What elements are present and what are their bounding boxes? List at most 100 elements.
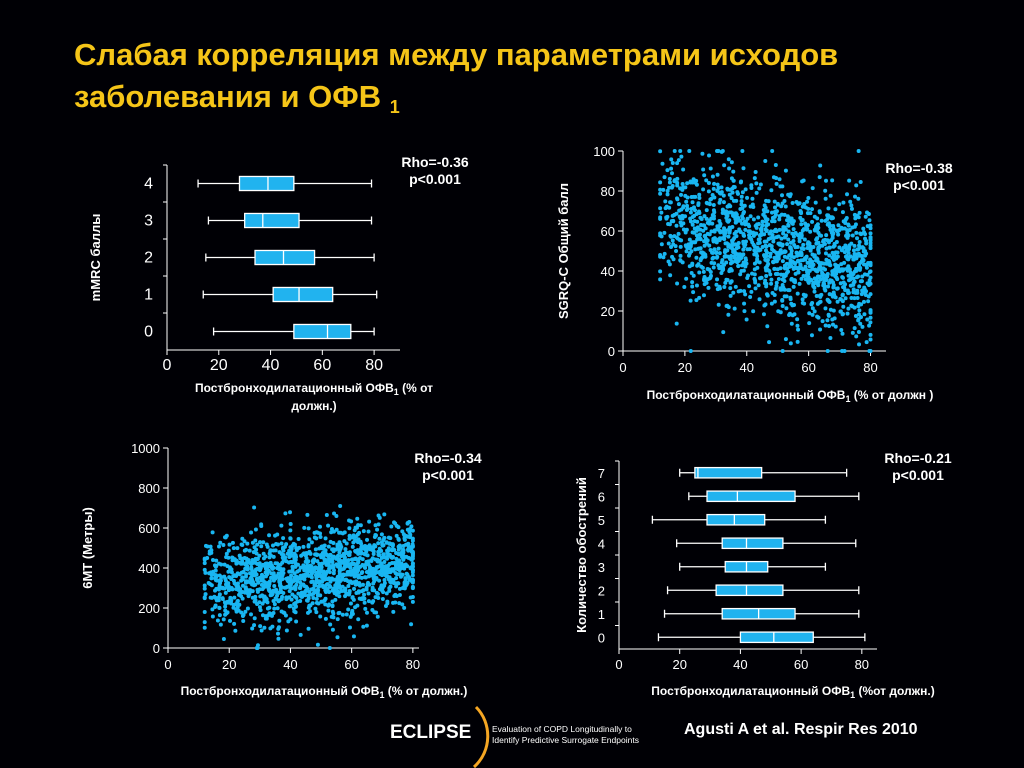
data-point [224, 555, 229, 560]
data-point [240, 559, 245, 564]
data-point [791, 284, 796, 289]
data-point [670, 171, 675, 176]
data-point [352, 586, 357, 591]
data-point [384, 591, 389, 596]
data-point [728, 293, 733, 298]
data-point [775, 267, 780, 272]
data-point [259, 578, 264, 583]
data-point [860, 245, 865, 250]
data-point [726, 244, 731, 249]
data-point [755, 265, 760, 270]
data-point [752, 261, 757, 266]
data-point [364, 587, 369, 592]
data-point [734, 198, 739, 203]
data-point [688, 298, 693, 303]
data-point [326, 608, 331, 613]
data-point [812, 254, 817, 259]
data-point [262, 625, 267, 630]
data-point [775, 254, 780, 259]
data-point [735, 260, 740, 265]
data-point [233, 558, 238, 563]
data-point [774, 280, 779, 285]
data-point [218, 622, 223, 627]
data-point [827, 253, 832, 258]
data-point [221, 542, 226, 547]
data-point [223, 590, 228, 595]
data-point [294, 575, 299, 580]
data-point [681, 167, 686, 172]
data-point [221, 636, 226, 641]
x-tick-label: 40 [733, 657, 747, 672]
data-point [723, 280, 728, 285]
data-point [661, 255, 666, 260]
data-point [662, 251, 667, 256]
y-tick-label: 0 [144, 324, 153, 341]
data-point [751, 230, 756, 235]
data-point [752, 248, 757, 253]
logo-arc-icon [472, 705, 490, 768]
data-point [230, 540, 235, 545]
data-point [202, 586, 207, 591]
data-point [319, 599, 324, 604]
data-point [375, 527, 380, 532]
data-point [806, 240, 811, 245]
data-point [780, 201, 785, 206]
x-tick-label: 60 [344, 657, 358, 672]
data-point [868, 235, 873, 240]
data-point [302, 584, 307, 589]
x-tick-label: 20 [210, 357, 228, 374]
data-point [382, 512, 387, 517]
data-point [337, 559, 342, 564]
data-point [807, 264, 812, 269]
data-point [715, 188, 720, 193]
data-point [731, 169, 736, 174]
data-point [726, 312, 731, 317]
data-point [681, 205, 686, 210]
data-point [721, 229, 726, 234]
data-point [797, 281, 802, 286]
mmrc-box-chart: 0 20 40 60 80 4 3 2 1 0 mMRC баллы Rho=-0.36p<0.001… [88, 154, 469, 413]
data-point [319, 565, 324, 570]
data-point [727, 192, 732, 197]
data-point [757, 297, 762, 302]
data-point [728, 261, 733, 266]
data-point [678, 258, 683, 263]
data-point [305, 566, 310, 571]
data-point [732, 248, 737, 253]
data-point [217, 585, 222, 590]
data-point [223, 604, 228, 609]
data-point [797, 239, 802, 244]
data-point [214, 573, 219, 578]
data-point [670, 213, 675, 218]
data-point [663, 199, 668, 204]
data-point [338, 564, 343, 569]
data-point [857, 243, 862, 248]
data-point [719, 149, 724, 154]
data-point [263, 616, 268, 621]
data-point [287, 589, 292, 594]
data-point [349, 519, 354, 524]
data-point [294, 619, 299, 624]
data-point [338, 530, 343, 535]
data-point [202, 625, 207, 630]
data-point [727, 218, 732, 223]
data-point [316, 601, 321, 606]
data-point [337, 571, 342, 576]
data-point [708, 166, 713, 171]
data-point [254, 646, 259, 650]
data-point [254, 576, 259, 581]
data-point [267, 579, 272, 584]
slide-title: Слабая корреляция между параметрами исхо… [74, 34, 974, 122]
data-point [830, 293, 835, 298]
x-axis-label: Постбронходилатационный ОФВ1 (% от должн… [647, 388, 934, 404]
data-point [753, 286, 758, 291]
data-point [676, 231, 681, 236]
data-point [331, 611, 336, 616]
data-point [693, 180, 698, 185]
data-point [383, 564, 388, 569]
data-point [795, 291, 800, 296]
data-point [319, 579, 324, 584]
data-point [807, 246, 812, 251]
data-point [330, 599, 335, 604]
data-point [288, 577, 293, 582]
